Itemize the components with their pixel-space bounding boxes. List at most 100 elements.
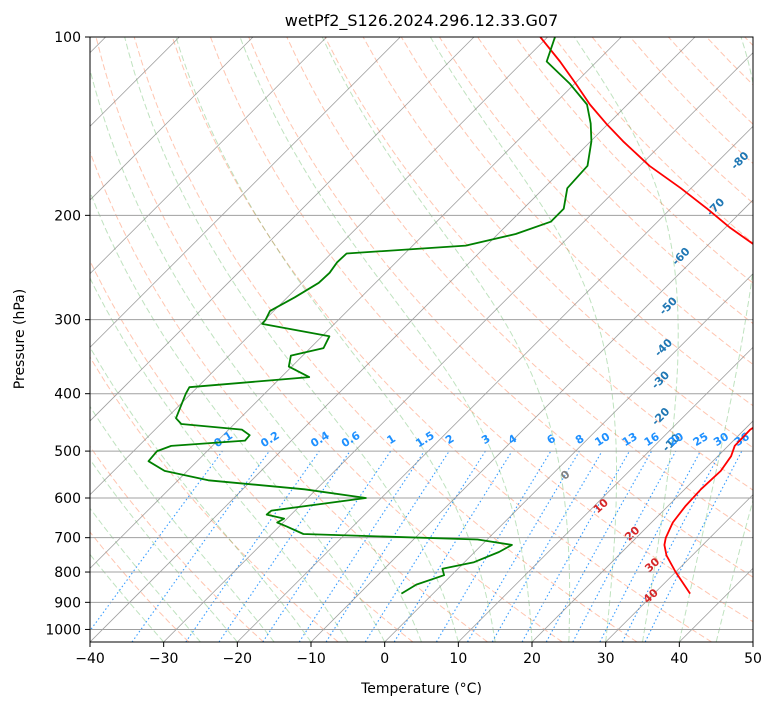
x-tick-label: −40 [75,651,105,667]
dry-adiabat [90,356,339,642]
isotherm-label: -50 [657,294,680,317]
y-tick-label: 700 [54,531,81,547]
dry-adiabat-label: 20 [622,523,642,543]
x-tick-label: 0 [380,651,389,667]
isotherm-line [237,125,753,642]
dry-adiabat-label: 40 [641,586,661,606]
dry-adiabat-label: 10 [591,496,611,516]
isotherm-line [163,52,753,642]
y-tick-label: 1000 [45,622,81,638]
mixing-ratio-line [262,450,392,642]
x-tick-label: −10 [296,651,326,667]
mixing-ratio-label: 2 [443,432,456,447]
isotherm-line [90,37,327,275]
x-tick-label: 10 [449,651,467,667]
mixing-ratio-label: 10 [593,430,613,449]
mixing-ratio-label: 1.5 [413,429,436,450]
dry-adiabat-label: 0 [558,468,573,483]
isotherm-line [90,37,548,496]
isotherm-line [90,37,401,348]
plot-frame [89,36,754,643]
mixing-ratio-label: 13 [620,430,640,449]
x-tick-label: 50 [744,651,762,667]
mixing-ratio-line [644,450,743,642]
isotherm-line [679,567,753,642]
isotherm-label: -90 [768,102,775,125]
isotherm-line [605,494,753,642]
mixing-ratio-line [325,450,450,642]
moist-adiabat [90,458,238,642]
mixing-ratio-label: 8 [573,432,586,447]
y-tick-label: 100 [54,30,81,46]
mixing-ratio-label: 25 [691,430,711,449]
mixing-ratio-label: 3 [479,432,492,447]
dry-adiabat [171,37,712,642]
y-tick-label: 200 [54,208,81,224]
mixing-ratio-label: 1 [385,432,398,447]
moist-adiabat [715,498,753,642]
isotherm-label: -80 [728,149,751,172]
isotherm-line [458,346,753,642]
isotherm-label: -20 [649,405,672,428]
y-axis-label: Pressure (hPa) [12,289,28,389]
mixing-ratio-label: 0.2 [258,429,281,450]
x-tick-label: 30 [597,651,615,667]
y-tick-label: 800 [54,565,81,581]
dry-adiabat [668,37,753,125]
dewpoint-profile [147,37,593,595]
moist-adiabat [429,37,617,642]
isotherm-label: -30 [649,368,672,391]
dry-adiabat [90,150,488,642]
dry-adiabat [210,37,753,623]
mixing-ratio-line [435,450,552,642]
isotherm-label: -40 [652,336,675,359]
mixing-ratio-label: 16 [642,430,662,449]
isotherm-line [752,641,753,642]
x-axis-label: Temperature (°C) [360,681,482,697]
x-tick-label: −30 [149,651,179,667]
dry-adiabat [90,259,414,642]
isotherm-line [90,37,622,569]
moist-adiabat [239,37,533,642]
dry-adiabat [400,37,753,407]
mixing-ratio-label: 0.4 [308,429,332,451]
dry-adiabat [90,531,190,642]
isotherm-line [531,420,753,642]
mixing-ratio-line [298,450,425,642]
x-tick-label: 40 [670,651,688,667]
mixing-ratio-line [218,450,351,642]
isotherm-line [90,37,696,642]
y-tick-label: 600 [54,491,81,507]
mixing-ratio-line [131,450,270,642]
y-tick-label: 500 [54,444,81,460]
moist-adiabat [321,37,571,642]
mixing-ratio-line [185,450,320,642]
moist-adiabat [678,37,753,642]
dry-adiabat [438,37,753,366]
dry-adiabat [90,445,264,642]
y-tick-label: 400 [54,387,81,403]
dry-adiabat [515,37,753,284]
y-tick-label: 300 [54,313,81,329]
isotherm-line [90,37,475,422]
mixing-ratio-line [521,450,630,642]
y-tick-label: 900 [54,595,81,611]
mixing-ratio-line [393,450,513,642]
dry-adiabat [133,37,638,642]
dry-adiabat [591,37,753,204]
chart-title: wetPf2_S126.2024.296.12.33.G07 [285,11,559,31]
dry-adiabat [744,37,753,47]
moist-adiabat [124,37,459,642]
mixing-ratio-line [545,450,653,642]
moist-adiabat [90,276,349,642]
x-tick-label: −20 [223,651,253,667]
mixing-ratio-label: 0.1 [212,429,235,450]
dry-adiabat [248,37,753,578]
moist-adiabat [90,507,201,642]
mixing-ratio-line [90,450,223,632]
moist-adiabat [573,37,679,642]
moist-adiabat [90,67,422,642]
dry-adiabat [706,37,753,86]
isotherm-line [90,37,254,201]
